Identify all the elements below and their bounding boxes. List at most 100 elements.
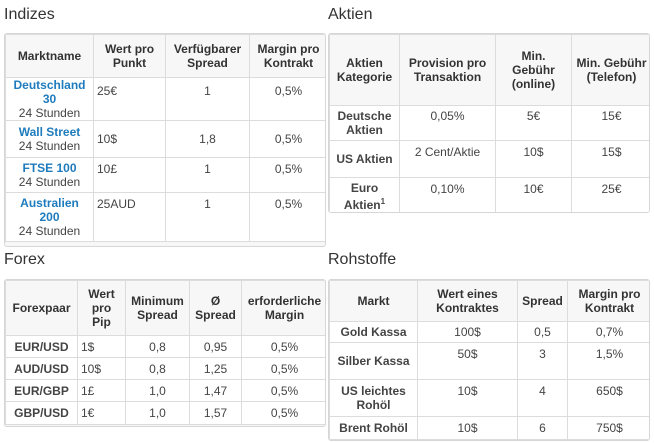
- aktien-table: Aktien Kategorie Provision pro Transakti…: [329, 34, 649, 212]
- telefon-cell: 15$: [571, 140, 649, 178]
- wert-cell: 1€: [77, 401, 126, 425]
- forex-header-row: Forexpaar Wert pro Pip Minimum Spread Ø …: [5, 280, 325, 336]
- spread-cell: 4: [517, 379, 568, 417]
- markt-cell: US leichtes Rohöl: [329, 379, 418, 417]
- header-verfuegbarer-spread: Verfügbarer Spread: [165, 34, 250, 78]
- market-link-australien-200[interactable]: Australien 200: [20, 196, 79, 224]
- indizes-table: Marktname Wert pro Punkt Verfügbarer Spr…: [5, 34, 325, 242]
- wert-cell: 1£: [77, 379, 126, 402]
- market-cell: Australien 200 24 Stunden: [5, 192, 94, 242]
- table-row: Euro Aktien1 0,10% 10€ 25€: [329, 177, 649, 212]
- wert-cell: 50$: [417, 342, 518, 380]
- online-cell: 5€: [495, 105, 572, 141]
- header-spread: Spread: [517, 280, 568, 322]
- table-row: AUD/USD 10$ 0,8 1,25 0,5%: [5, 357, 325, 380]
- paar-cell: EUR/GBP: [5, 379, 78, 402]
- header-wert-pro-pip: Wert pro Pip: [77, 280, 126, 336]
- header-minimum-spread: Minimum Spread: [125, 280, 190, 336]
- table-row: US Aktien 2 Cent/Aktie 10$ 15$: [329, 140, 649, 178]
- provision-cell: 0,05%: [399, 105, 496, 141]
- market-link-wall-street[interactable]: Wall Street: [18, 125, 81, 139]
- markt-cell: Silber Kassa: [329, 342, 418, 380]
- spread-cell: 3: [517, 342, 568, 380]
- table-row: Deutsche Aktien 0,05% 5€ 15€: [329, 105, 649, 141]
- header-min-gebuehr-telefon: Min. Gebühr (Telefon): [571, 34, 649, 106]
- provision-cell: 0,10%: [399, 177, 496, 212]
- margin-cell: 0,5%: [241, 401, 325, 425]
- kategorie-text: Euro Aktien: [343, 180, 381, 212]
- table-row: Wall Street 24 Stunden 10$ 1,8 0,5%: [5, 120, 325, 158]
- table-row: Australien 200 24 Stunden 25AUD 1 0,5%: [5, 192, 325, 242]
- margin-cell: 0,5%: [241, 335, 325, 358]
- header-provision: Provision pro Transaktion: [399, 34, 496, 106]
- margin-cell: 0,5%: [241, 357, 325, 380]
- wert-cell: 25AUD: [93, 192, 166, 242]
- paar-cell: EUR/USD: [5, 335, 78, 358]
- kategorie-cell: US Aktien: [329, 140, 400, 178]
- markt-cell: Brent Rohöl: [329, 416, 418, 440]
- rohstoffe-table: Markt Wert eines Kontraktes Spread Margi…: [329, 280, 649, 440]
- table-row: EUR/GBP 1£ 1,0 1,47 0,5%: [5, 379, 325, 402]
- kategorie-cell: Deutsche Aktien: [329, 105, 400, 141]
- wert-cell: 10£: [93, 157, 166, 193]
- avg-spread-cell: 1,47: [189, 379, 242, 402]
- aktien-title: Aktien: [328, 6, 373, 23]
- indizes-title: Indizes: [4, 6, 55, 23]
- margin-cell: 0,5%: [249, 192, 325, 242]
- forex-title: Forex: [4, 251, 45, 268]
- spread-cell: 6: [517, 416, 568, 440]
- header-aktien-kategorie: Aktien Kategorie: [329, 34, 400, 106]
- margin-cell: 0,5%: [249, 120, 325, 158]
- table-row: Gold Kassa 100$ 0,5 0,7%: [329, 321, 649, 343]
- margin-cell: 0,5%: [241, 379, 325, 402]
- header-margin-pro-kontrakt: Margin pro Kontrakt: [249, 34, 325, 78]
- market-cell: Deutschland 30 24 Stunden: [5, 77, 94, 121]
- forex-table-box: Forexpaar Wert pro Pip Minimum Spread Ø …: [4, 279, 326, 427]
- wert-cell: 10$: [417, 416, 518, 440]
- markt-cell: Gold Kassa: [329, 321, 418, 343]
- aktien-header-row: Aktien Kategorie Provision pro Transakti…: [329, 34, 649, 106]
- aktien-table-box: Aktien Kategorie Provision pro Transakti…: [328, 33, 650, 213]
- avg-spread-cell: 1,57: [189, 401, 242, 425]
- paar-cell: AUD/USD: [5, 357, 78, 380]
- margin-cell: 650$: [567, 379, 649, 417]
- margin-cell: 750$: [567, 416, 649, 440]
- min-spread-cell: 0,8: [125, 357, 190, 380]
- market-link-deutschland-30[interactable]: Deutschland 30: [13, 78, 86, 106]
- kategorie-cell: Euro Aktien1: [329, 177, 400, 212]
- header-margin-pro-kontrakt: Margin pro Kontrakt: [567, 280, 649, 322]
- rohstoffe-title: Rohstoffe: [328, 251, 397, 268]
- wert-cell: 10$: [77, 357, 126, 380]
- min-spread-cell: 0,8: [125, 335, 190, 358]
- table-row: EUR/USD 1$ 0,8 0,95 0,5%: [5, 335, 325, 358]
- spread-cell: 1,8: [165, 120, 250, 158]
- paar-cell: GBP/USD: [5, 401, 78, 425]
- trading-hours: 24 Stunden: [18, 139, 81, 153]
- spread-cell: 1: [165, 192, 250, 242]
- min-spread-cell: 1,0: [125, 401, 190, 425]
- min-spread-cell: 1,0: [125, 379, 190, 402]
- trading-hours: 24 Stunden: [18, 224, 81, 238]
- margin-cell: 0,5%: [249, 157, 325, 193]
- table-row: US leichtes Rohöl 10$ 4 650$: [329, 379, 649, 417]
- header-markt: Markt: [329, 280, 418, 322]
- margin-cell: 0,7%: [567, 321, 649, 343]
- footnote-marker: 1: [380, 196, 386, 206]
- wert-cell: 1$: [77, 335, 126, 358]
- trading-hours: 24 Stunden: [18, 175, 81, 189]
- spread-cell: 1: [165, 157, 250, 193]
- table-row: FTSE 100 24 Stunden 10£ 1 0,5%: [5, 157, 325, 193]
- avg-spread-cell: 1,25: [189, 357, 242, 380]
- telefon-cell: 15€: [571, 105, 649, 141]
- header-erforderliche-margin: erforderliche Margin: [241, 280, 325, 336]
- provision-cell: 2 Cent/Aktie: [399, 140, 496, 178]
- table-row: Silber Kassa 50$ 3 1,5%: [329, 342, 649, 380]
- rohstoffe-table-box: Markt Wert eines Kontraktes Spread Margi…: [328, 279, 650, 441]
- header-marktname: Marktname: [5, 34, 94, 78]
- rohstoffe-header-row: Markt Wert eines Kontraktes Spread Margi…: [329, 280, 649, 322]
- margin-cell: 0,5%: [249, 77, 325, 121]
- market-link-ftse-100[interactable]: FTSE 100: [22, 161, 77, 175]
- header-avg-spread: Ø Spread: [189, 280, 242, 336]
- avg-spread-cell: 0,95: [189, 335, 242, 358]
- telefon-cell: 25€: [571, 177, 649, 212]
